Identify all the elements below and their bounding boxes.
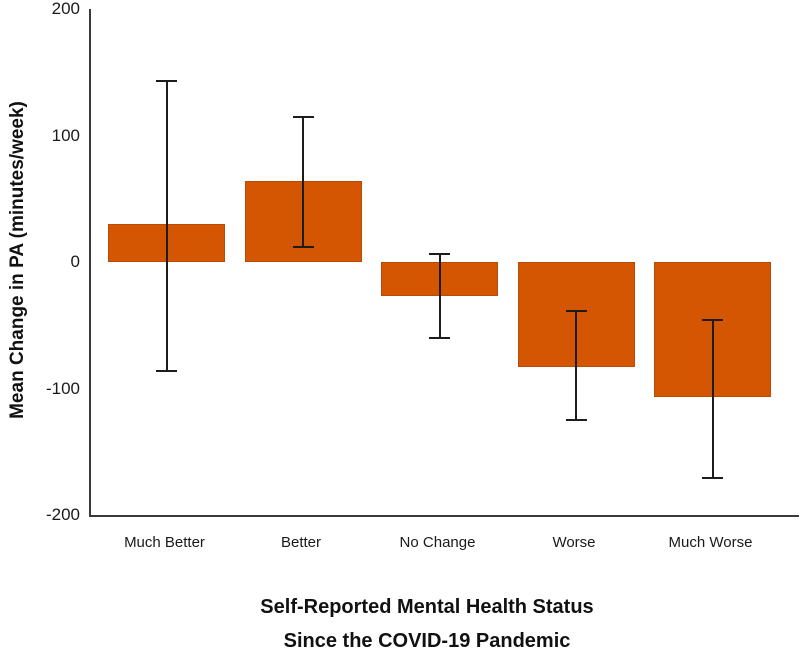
y-tick-label: -200 — [45, 505, 80, 524]
plot-area — [89, 9, 799, 517]
error-bar-line — [575, 311, 577, 421]
error-bar-cap — [292, 245, 314, 248]
error-bar-cap — [292, 115, 314, 118]
error-bar-cap — [702, 319, 723, 322]
error-bar-line — [302, 116, 304, 247]
error-bar-cap — [156, 80, 177, 83]
error-bar-cap — [429, 253, 450, 256]
error-bar-cap — [565, 419, 587, 422]
error-bar-line — [711, 320, 714, 479]
category-label-much-better: Much Better — [124, 534, 205, 551]
x-axis-title-line2: Since the COVID-19 Pandemic — [283, 630, 571, 651]
error-bar-line — [438, 254, 441, 338]
y-tick-label: -100 — [45, 378, 80, 398]
error-bar-cap — [429, 336, 450, 339]
error-bar-cap — [565, 310, 587, 313]
error-bar-cap — [702, 477, 723, 480]
error-bar-cap — [156, 369, 177, 372]
category-label-better: Better — [280, 534, 322, 551]
category-label-worse: Worse — [552, 534, 596, 551]
y-tick-label: 100 — [51, 125, 80, 145]
category-label-no-change: No Change — [399, 534, 476, 551]
y-tick-label: 200 — [51, 0, 80, 18]
error-bar-line — [165, 81, 168, 371]
category-label-much-worse: Much Worse — [668, 534, 753, 551]
x-axis-title-line1: Self-Reported Mental Health Status — [260, 596, 594, 618]
y-tick-label: 0 — [70, 252, 80, 271]
